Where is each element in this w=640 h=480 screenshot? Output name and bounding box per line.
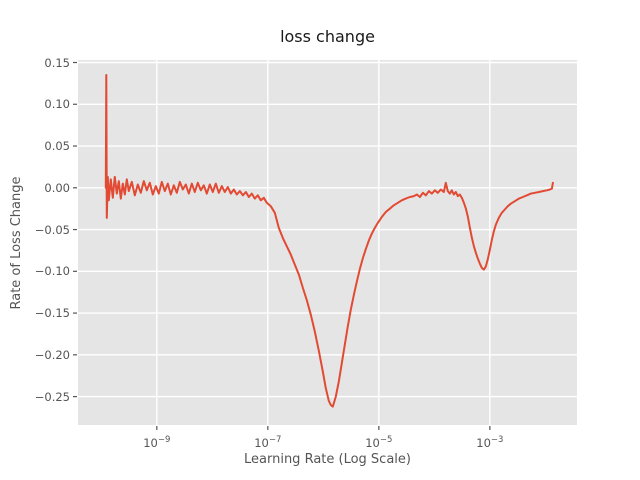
plot-area (78, 60, 577, 425)
y-tick-label: 0.15 (44, 55, 70, 70)
x-tick-label: 10−3 (476, 435, 504, 450)
y-tick-label: −0.15 (34, 306, 70, 321)
y-tick-label: −0.05 (34, 222, 70, 237)
x-tick-label: 10−7 (254, 435, 282, 450)
chart-title: loss change (280, 27, 375, 46)
x-tick-label: 10−9 (143, 435, 171, 450)
y-tick-label: −0.10 (34, 264, 70, 279)
x-axis-label: Learning Rate (Log Scale) (244, 452, 411, 467)
y-tick-label: 0.10 (44, 97, 70, 112)
x-tick-label: 10−5 (365, 435, 393, 450)
y-tick-label: 0.00 (44, 180, 70, 195)
y-tick-label: −0.25 (34, 389, 70, 404)
y-tick-label: 0.05 (44, 139, 70, 154)
y-tick-label: −0.20 (34, 347, 70, 362)
data-line (104, 74, 554, 408)
